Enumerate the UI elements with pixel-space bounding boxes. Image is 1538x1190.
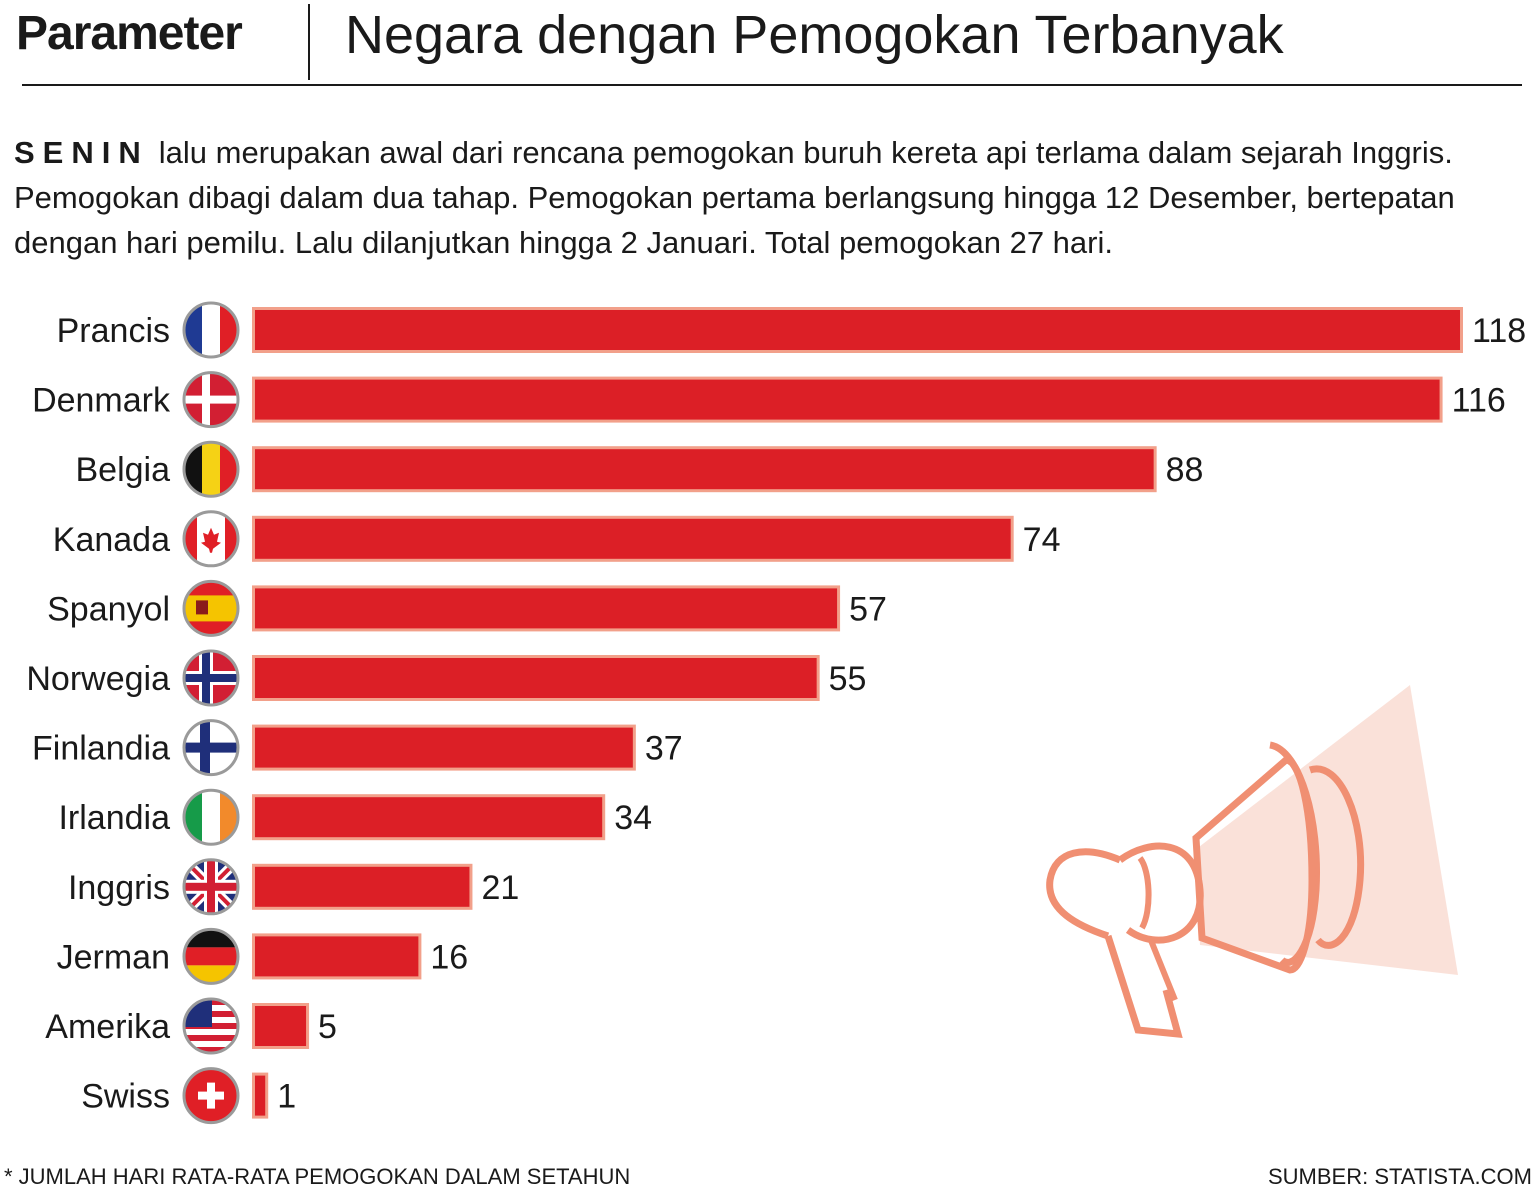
bar [255,658,817,698]
category-label: Kanada [53,521,170,559]
footnote: * JUMLAH HARI RATA-RATA PEMOGOKAN DALAM … [4,1164,631,1189]
category-label: Inggris [68,869,170,907]
bar [255,310,1460,350]
bar [255,1075,266,1116]
value-label: 55 [829,660,867,698]
chart-title: Negara dengan Pemogokan Terbanyak [345,5,1284,65]
value-label: 16 [430,938,468,976]
bar [255,588,838,629]
bar [255,936,419,977]
value-label: 57 [849,590,887,628]
brand-label: Parameter [16,7,243,60]
spain-flag-icon [182,579,240,637]
category-label: Irlandia [58,799,170,837]
usa-flag-icon [182,997,240,1055]
header-separator [308,4,310,80]
intro-lead: SENIN [14,135,149,170]
uk-flag-icon [182,858,240,916]
norway-flag-icon [182,649,240,707]
switzerland-flag-icon [182,1067,240,1125]
bar [255,797,603,838]
value-label: 21 [481,869,519,907]
intro-text: lalu merupakan awal dari rencana pemogok… [14,135,1455,260]
belgium-flag-icon [182,440,240,498]
value-label: 5 [318,1008,337,1046]
category-label: Spanyol [47,590,170,628]
finland-flag-icon [182,719,240,777]
intro-paragraph: SENIN lalu merupakan awal dari rencana pe… [14,130,1524,265]
category-label: Jerman [57,938,170,976]
bar [255,727,633,768]
megaphone-icon [1046,685,1458,1038]
value-label: 118 [1472,312,1526,350]
germany-flag-icon [182,927,240,985]
bar [255,518,1011,559]
header: Parameter Negara dengan Pemogokan Terban… [0,0,1538,86]
value-label: 88 [1166,451,1204,489]
value-label: 34 [614,799,652,837]
bar [255,866,470,907]
value-label: 1 [277,1078,296,1116]
category-label: Finlandia [32,730,170,768]
category-label: Norwegia [26,660,170,698]
canada-flag-icon [182,510,240,568]
value-label: 74 [1023,521,1061,559]
category-label: Belgia [75,451,170,489]
source-credit: SUMBER: STATISTA.COM [1267,1164,1532,1189]
bar [255,1006,307,1046]
value-label: 116 [1452,382,1506,420]
value-label: 37 [645,730,683,768]
category-label: Swiss [81,1078,170,1116]
denmark-flag-icon [182,371,240,429]
bar [255,379,1440,420]
category-label: Denmark [32,382,171,420]
category-label: Amerika [45,1008,170,1046]
header-rule [22,84,1522,86]
france-flag-icon [182,301,240,359]
category-label: Prancis [57,312,170,350]
ireland-flag-icon [182,788,240,846]
bar [255,449,1154,490]
